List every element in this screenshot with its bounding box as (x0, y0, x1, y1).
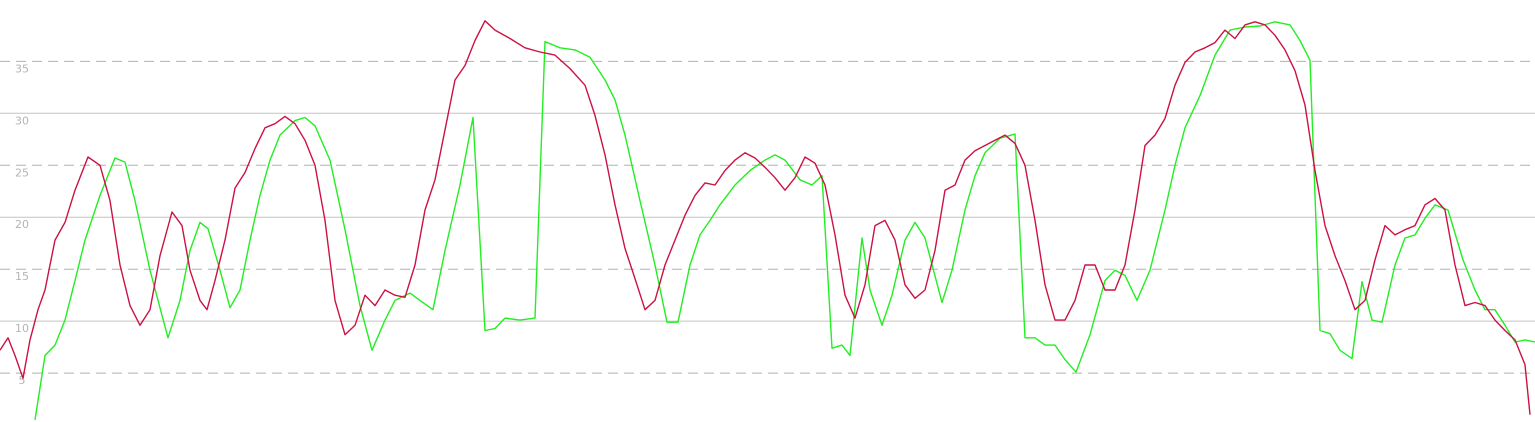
y-tick-label: 10 (15, 322, 29, 335)
y-tick-label: 20 (15, 218, 29, 231)
y-tick-label: 5 (19, 374, 26, 387)
y-tick-label: 25 (15, 166, 29, 179)
series-line (34, 21, 1535, 421)
y-tick-label: 35 (15, 62, 29, 75)
y-tick-label: 30 (15, 114, 29, 127)
y-tick-label: 15 (15, 270, 29, 283)
series-line (0, 20, 1531, 415)
